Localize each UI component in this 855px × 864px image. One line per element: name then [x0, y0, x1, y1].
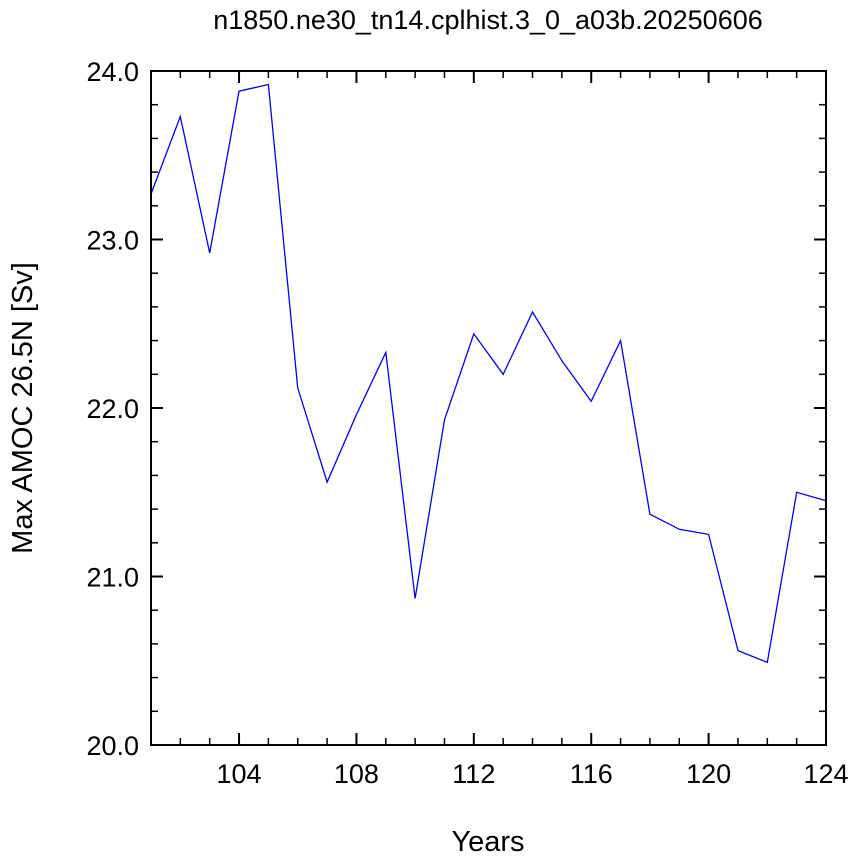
axis-ticks	[150, 70, 827, 746]
x-tick-label: 112	[452, 759, 495, 789]
axis-tick-labels: 104 108 112 116 120 124 20.0 21.0 22.0 23.0 24.0	[86, 57, 848, 789]
y-axis-label: Max AMOC 26.5N [Sv]	[7, 262, 39, 554]
series-layer	[150, 83, 827, 664]
x-tick-label: 124	[803, 759, 848, 789]
x-tick-label: 116	[570, 759, 613, 789]
y-tick-label: 21.0	[86, 563, 139, 593]
chart-title: n1850.ne30_tn14.cplhist.3_0_a03b.2025060…	[213, 5, 763, 35]
x-tick-label: 120	[686, 759, 731, 789]
series-line	[150, 83, 827, 664]
y-tick-label: 22.0	[86, 394, 139, 424]
y-tick-label: 23.0	[86, 226, 139, 256]
y-tick-label: 20.0	[86, 731, 139, 761]
plot-frame	[150, 70, 827, 746]
x-axis-label: Years	[451, 826, 524, 858]
y-tick-label: 24.0	[86, 57, 139, 87]
x-tick-label: 108	[334, 759, 379, 789]
x-tick-label: 104	[217, 759, 262, 789]
